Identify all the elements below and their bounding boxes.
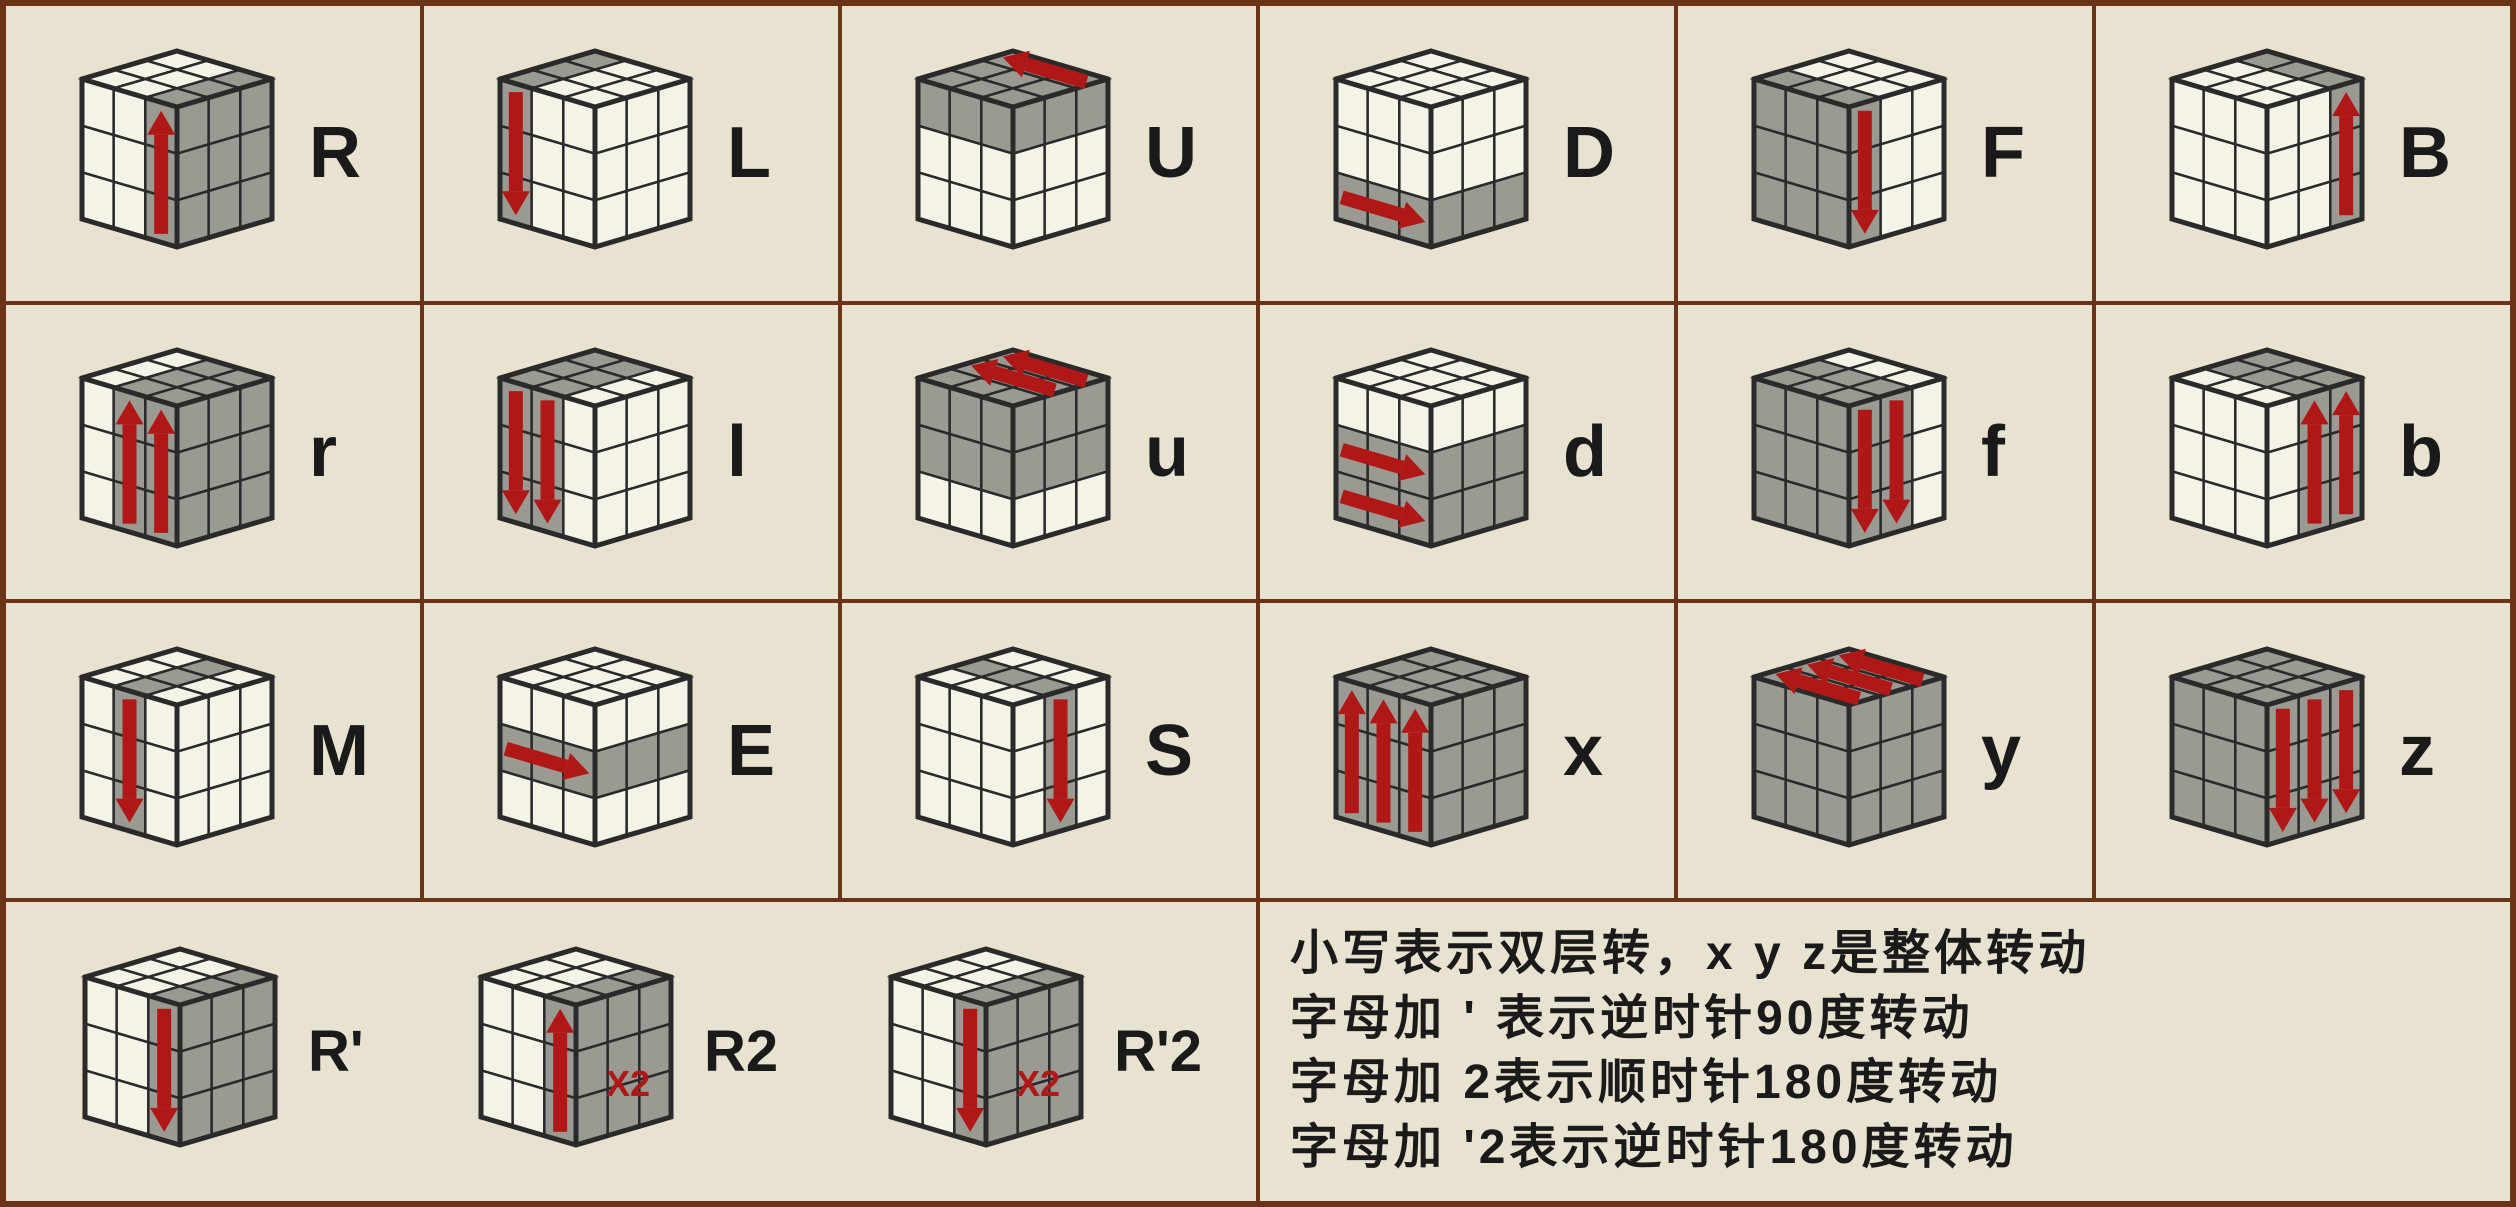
move-cell-f: f bbox=[1676, 303, 2094, 602]
move-label: R bbox=[309, 112, 369, 194]
legend-line: 字母加 ' 表示逆时针90度转动 bbox=[1290, 987, 2480, 1052]
modifier-examples: R' X2 R2 X2 R'2 bbox=[4, 900, 1258, 1203]
notation-grid: R L U D F Br l u d f b M E Sx y z R' X2 R2 X2 R'2 小写表示双层转，x y… bbox=[0, 0, 2516, 1207]
move-label: F bbox=[1981, 112, 2041, 194]
move-cell-R: R bbox=[4, 4, 422, 303]
modifier-label: R2 bbox=[704, 1018, 778, 1085]
legend-line: 字母加 '2表示逆时针180度转动 bbox=[1290, 1116, 2480, 1181]
svg-text:X2: X2 bbox=[606, 1063, 650, 1104]
move-label: x bbox=[1563, 710, 1623, 792]
move-label: L bbox=[727, 112, 787, 194]
modifier-Rp: R' bbox=[60, 931, 368, 1171]
move-cell-L: L bbox=[422, 4, 840, 303]
move-cell-S: S bbox=[840, 601, 1258, 900]
move-cell-z: z bbox=[2094, 601, 2512, 900]
move-cell-U: U bbox=[840, 4, 1258, 303]
move-label: S bbox=[1145, 710, 1205, 792]
move-cell-y: y bbox=[1676, 601, 2094, 900]
legend-line: 小写表示双层转，x y z是整体转动 bbox=[1290, 922, 2480, 987]
move-label: l bbox=[727, 411, 787, 493]
notation-legend: 小写表示双层转，x y z是整体转动字母加 ' 表示逆时针90度转动字母加 2表… bbox=[1258, 900, 2512, 1203]
move-label: b bbox=[2399, 411, 2459, 493]
move-label: U bbox=[1145, 112, 1205, 194]
move-label: d bbox=[1563, 411, 1623, 493]
modifier-label: R'2 bbox=[1114, 1018, 1202, 1085]
move-cell-l: l bbox=[422, 303, 840, 602]
move-label: u bbox=[1145, 411, 1205, 493]
move-cell-D: D bbox=[1258, 4, 1676, 303]
move-cell-x: x bbox=[1258, 601, 1676, 900]
move-label: B bbox=[2399, 112, 2459, 194]
legend-line: 字母加 2表示顺时针180度转动 bbox=[1290, 1051, 2480, 1116]
svg-text:X2: X2 bbox=[1016, 1063, 1060, 1104]
move-label: r bbox=[309, 411, 369, 493]
move-cell-r: r bbox=[4, 303, 422, 602]
move-cell-M: M bbox=[4, 601, 422, 900]
modifier-Rp2: X2 R'2 bbox=[866, 931, 1202, 1171]
modifier-label: R' bbox=[308, 1018, 368, 1085]
move-label: y bbox=[1981, 710, 2041, 792]
move-cell-b: b bbox=[2094, 303, 2512, 602]
move-label: D bbox=[1563, 112, 1623, 194]
move-cell-F: F bbox=[1676, 4, 2094, 303]
move-cell-u: u bbox=[840, 303, 1258, 602]
modifier-R2: X2 R2 bbox=[456, 931, 778, 1171]
move-cell-E: E bbox=[422, 601, 840, 900]
move-cell-d: d bbox=[1258, 303, 1676, 602]
move-label: z bbox=[2399, 710, 2459, 792]
move-label: M bbox=[309, 710, 369, 792]
move-cell-B: B bbox=[2094, 4, 2512, 303]
move-label: f bbox=[1981, 411, 2041, 493]
move-label: E bbox=[727, 710, 787, 792]
